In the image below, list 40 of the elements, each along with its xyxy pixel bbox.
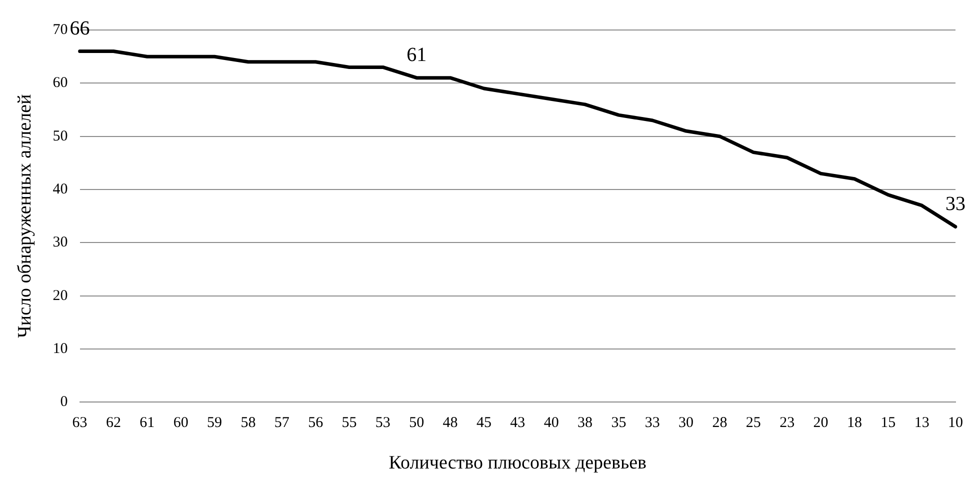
x-tick-label: 13 [914, 415, 930, 432]
x-tick-label: 55 [342, 415, 357, 432]
x-tick-label: 58 [240, 415, 256, 432]
x-tick-label: 40 [544, 415, 559, 432]
x-tick-label: 28 [712, 415, 728, 432]
y-tick-label: 50 [52, 128, 68, 144]
x-tick-label: 57 [274, 415, 290, 432]
x-tick-label: 20 [813, 415, 828, 432]
x-tick-label: 43 [510, 415, 526, 432]
x-tick-label: 45 [476, 415, 492, 432]
y-tick-label: 30 [52, 234, 68, 251]
x-tick-label: 38 [578, 415, 593, 432]
x-tick-label: 60 [173, 415, 188, 432]
x-tick-label: 25 [746, 415, 761, 432]
y-tick-label: 0 [60, 394, 68, 410]
x-axis-title: Количество плюсовых деревьев [388, 452, 647, 474]
y-tick-label: 70 [52, 22, 68, 38]
y-tick-label: 20 [52, 288, 68, 304]
y-tick-label: 60 [52, 75, 68, 92]
x-tick-label: 23 [780, 415, 795, 432]
x-tick-label: 56 [308, 415, 324, 432]
x-tick-label: 63 [72, 415, 88, 432]
x-tick-label: 35 [611, 415, 626, 432]
x-tick-label: 50 [409, 415, 424, 432]
x-tick-label: 59 [207, 415, 222, 432]
y-axis-title: Число обнаруженных аллелей [14, 94, 36, 338]
x-tick-label: 30 [678, 415, 694, 432]
data-label: 66 [70, 18, 90, 40]
x-tick-label: 48 [442, 415, 458, 432]
y-tick-label: 10 [52, 340, 68, 357]
x-tick-label: 62 [106, 415, 121, 432]
x-tick-label: 15 [880, 415, 896, 432]
x-tick-label: 33 [644, 415, 660, 432]
data-label: 61 [406, 44, 427, 66]
x-tick-label: 10 [948, 415, 963, 432]
y-tick-label: 40 [52, 181, 68, 198]
x-tick-label: 53 [375, 415, 390, 432]
x-tick-label: 61 [140, 415, 155, 432]
data-label: 33 [946, 192, 966, 215]
x-tick-label: 18 [846, 415, 862, 432]
